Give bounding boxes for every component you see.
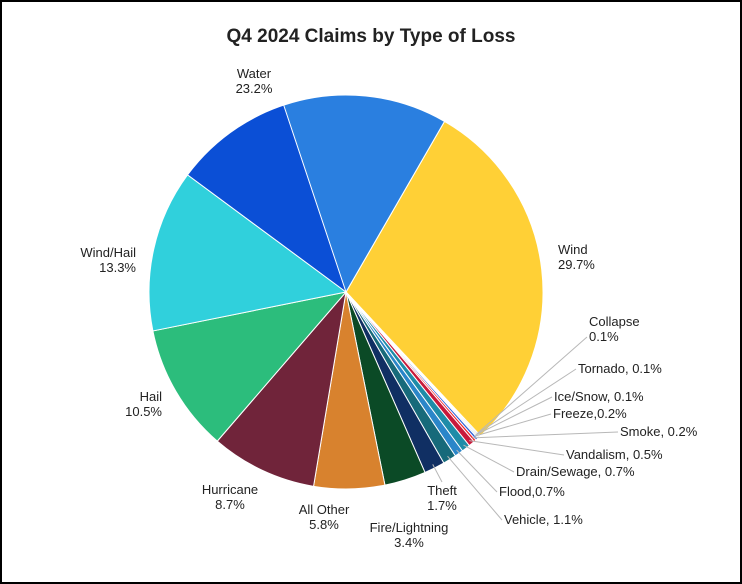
leader-vehicle [447, 455, 503, 521]
label-all-other: All Other 5.8% [299, 502, 350, 532]
leader-flood [456, 449, 498, 493]
label-theft: Theft 1.7% [427, 483, 457, 513]
label-hail: Hail 10.5% [125, 389, 162, 419]
label-flood: Flood,0.7% [499, 484, 565, 499]
label-hurricane: Hurricane 8.7% [202, 482, 258, 512]
label-freeze: Freeze,0.2% [553, 406, 627, 421]
label-collapse: Collapse 0.1% [589, 314, 640, 344]
label-smoke: Smoke, 0.2% [620, 424, 698, 439]
label-vehicle: Vehicle, 1.1% [504, 512, 583, 527]
label-wind: Wind 29.7% [558, 242, 595, 272]
chart-title: Q4 2024 Claims by Type of Loss [227, 26, 516, 47]
leader-lines [432, 336, 619, 521]
label-tornado: Tornado, 0.1% [578, 361, 662, 376]
leader-tornado [476, 368, 577, 435]
slice-hurricane [216, 290, 347, 487]
leader-drain-sewage [463, 444, 515, 473]
slice-hail [152, 291, 348, 442]
pie-slices [148, 94, 544, 490]
slice-labels: Wind 29.7% Collapse 0.1% Tornado, 0.1% Ice/Sn… [80, 66, 697, 550]
leader-freeze [474, 413, 552, 437]
label-drain-sewage: Drain/Sewage, 0.7% [516, 464, 635, 479]
leader-ice-snow [475, 396, 553, 436]
leader-smoke [472, 431, 619, 439]
slice-wind [345, 120, 544, 437]
slice-wind-hail [148, 174, 348, 332]
label-ice-snow: Ice/Snow, 0.1% [554, 389, 644, 404]
leader-collapse [477, 336, 588, 434]
leader-theft [432, 464, 443, 483]
label-fire-lightning: Fire/Lightning 3.4% [370, 520, 449, 550]
label-wind-hail: Wind/Hail 13.3% [80, 245, 136, 275]
leader-vandalism [469, 440, 565, 456]
slice-water-upper-tone [283, 94, 446, 294]
label-water: Water 23.2% [236, 66, 273, 96]
label-vandalism: Vandalism, 0.5% [566, 447, 663, 462]
